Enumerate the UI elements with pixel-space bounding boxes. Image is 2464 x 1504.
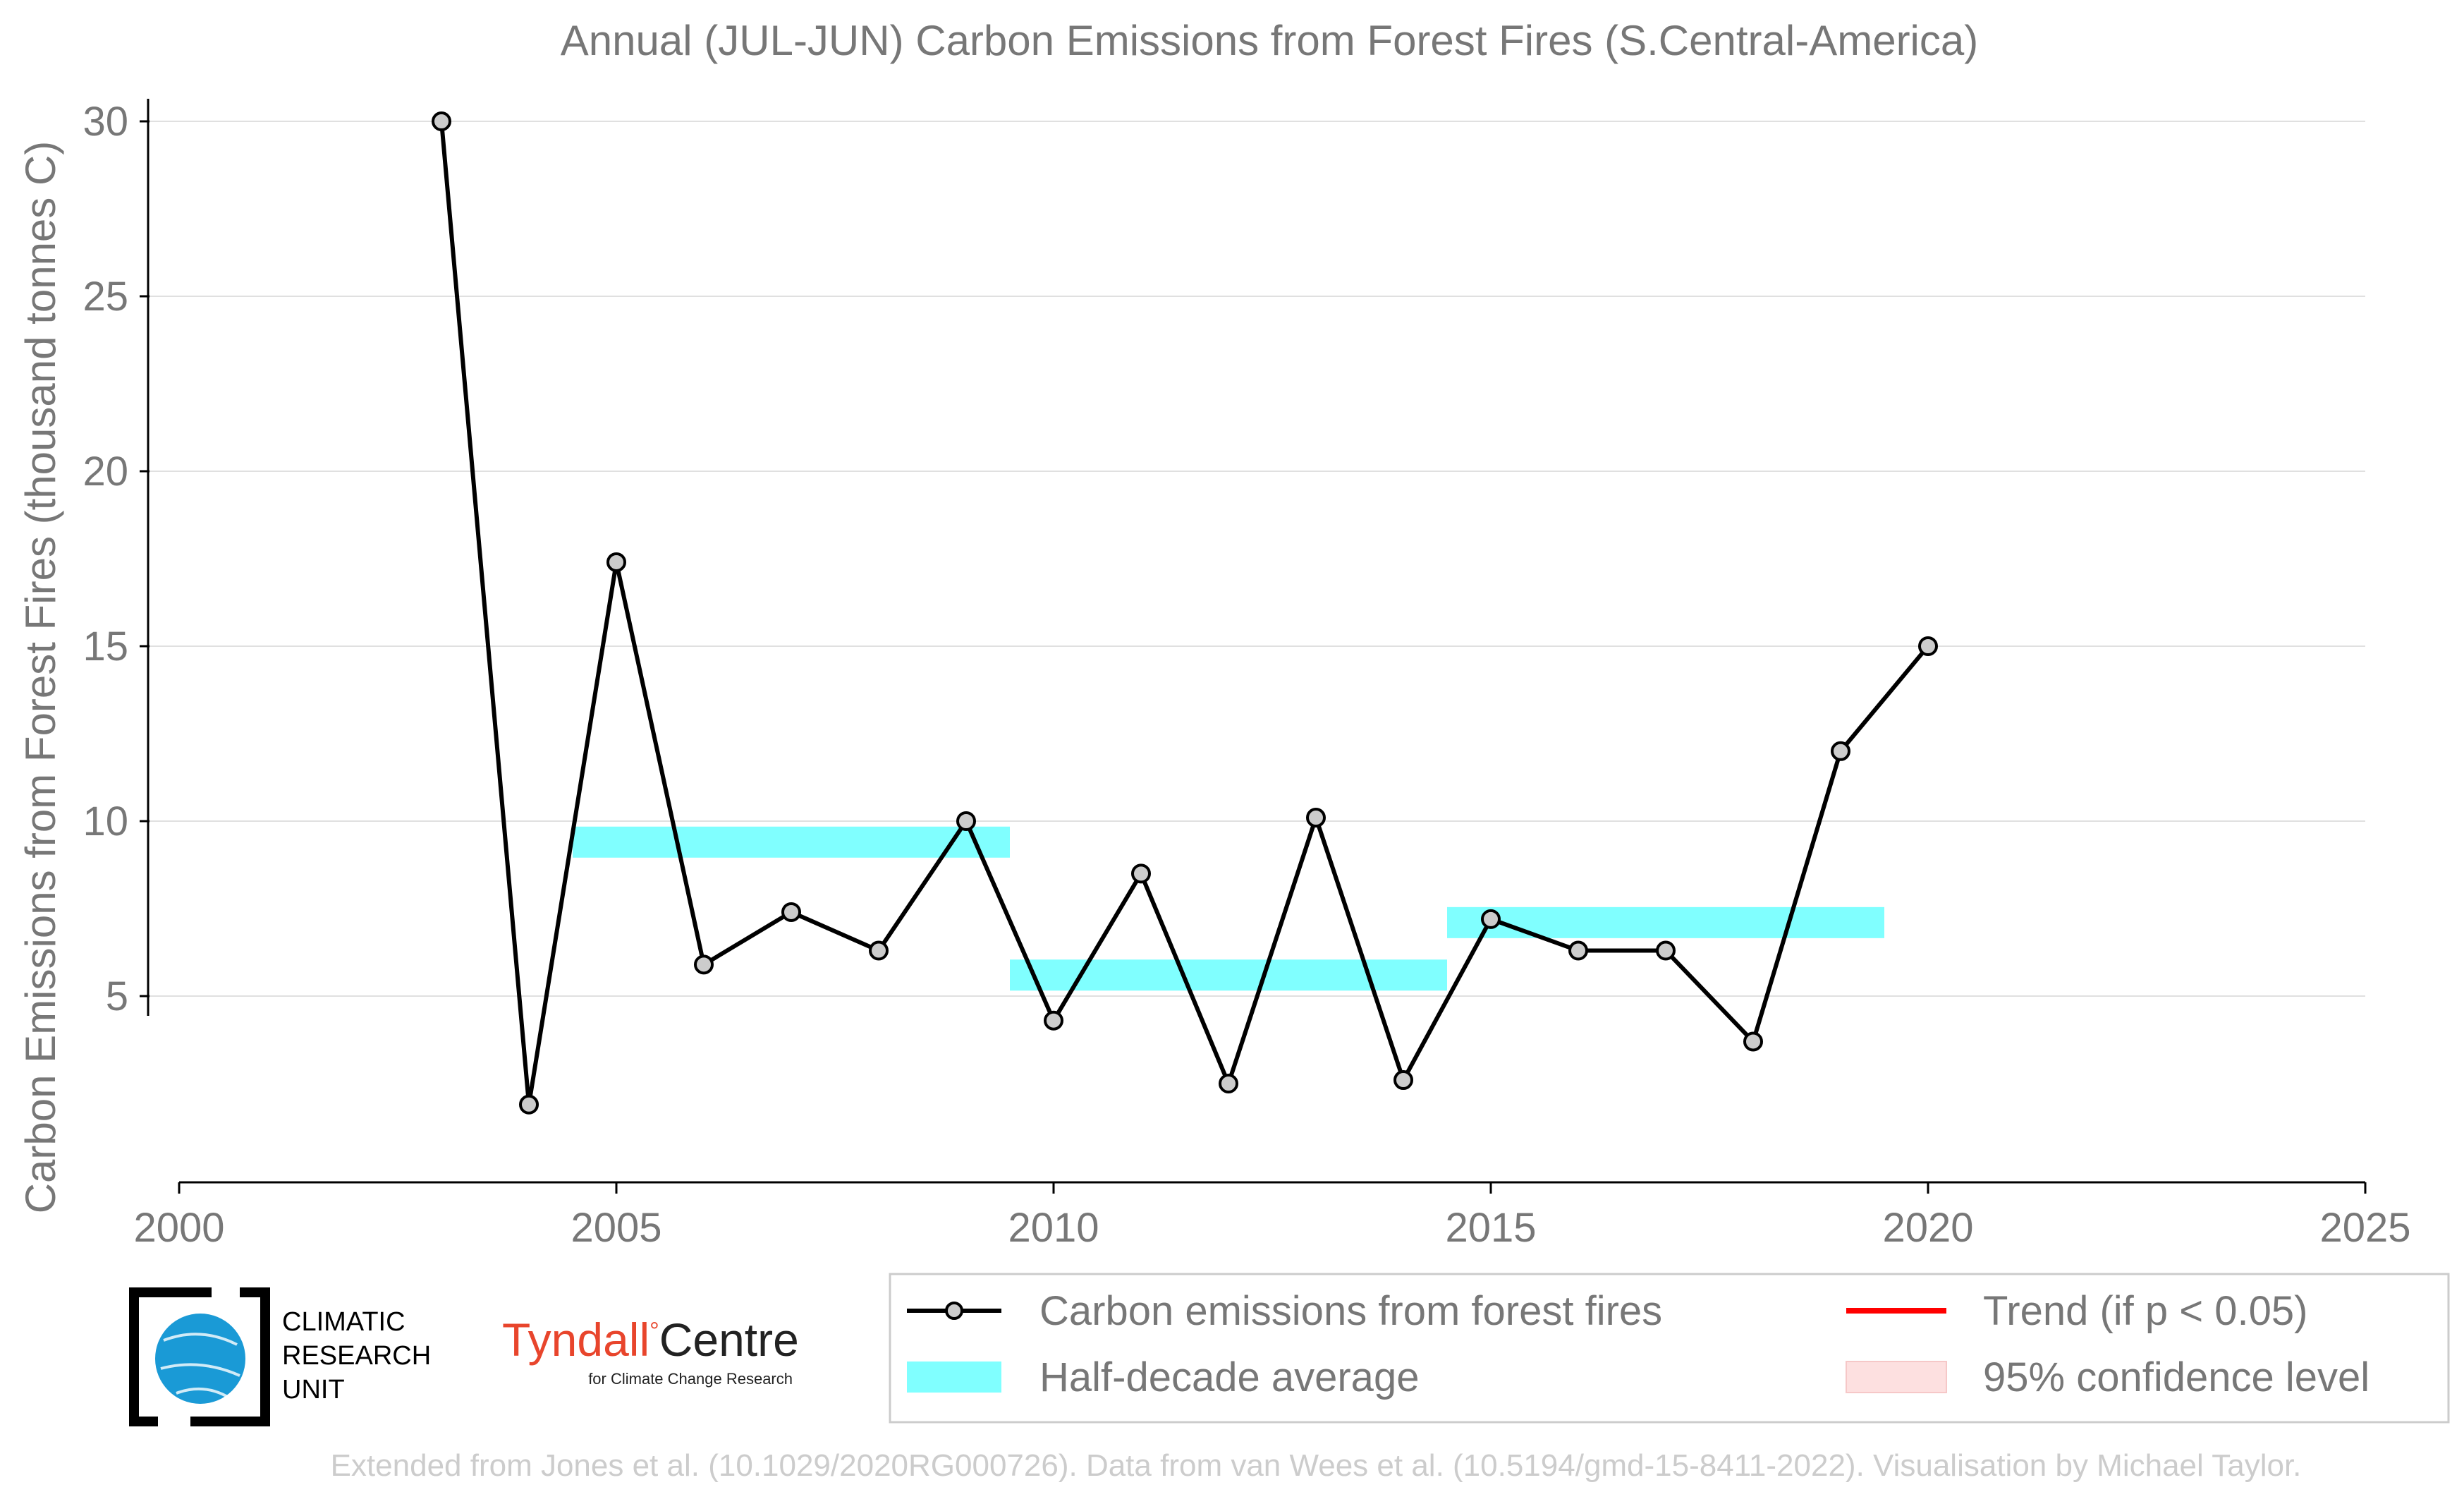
data-point — [1656, 940, 1676, 961]
series-layer — [432, 111, 1938, 1115]
legend-swatch-confidence — [1846, 1361, 1947, 1393]
y-tick-label: 5 — [106, 974, 128, 1019]
tyndall-subtitle: for Climate Change Research — [588, 1370, 793, 1388]
half-decade-bands — [573, 826, 1884, 991]
series-line — [439, 121, 1930, 1107]
cru-bracket-right — [190, 1287, 270, 1426]
x-tick-label: 2000 — [133, 1205, 224, 1251]
cru-bracket-left — [129, 1287, 212, 1426]
tyndall-degree: ° — [649, 1318, 659, 1345]
data-point — [956, 811, 976, 831]
cru-line-3: UNIT — [282, 1375, 345, 1405]
footer-credit: Extended from Jones et al. (10.1029/2020… — [331, 1448, 2302, 1483]
data-point — [1044, 1010, 1063, 1031]
x-tick-label: 2010 — [1008, 1205, 1099, 1251]
data-point — [1393, 1070, 1413, 1091]
cru-logo: CLIMATIC RESEARCH UNIT — [129, 1287, 431, 1426]
legend: Carbon emissions from forest fires Trend… — [889, 1273, 2450, 1424]
data-point — [869, 940, 889, 961]
y-tick-label: 20 — [83, 449, 128, 495]
data-point — [1568, 940, 1588, 961]
legend-label-trend: Trend (if p < 0.05) — [1983, 1288, 2307, 1334]
data-point — [432, 111, 451, 131]
chart-title: Annual (JUL-JUN) Carbon Emissions from F… — [561, 17, 1978, 64]
x-tick-label: 2015 — [1445, 1205, 1536, 1251]
data-point — [606, 552, 626, 572]
axes — [140, 99, 2367, 1194]
legend-swatch-marker — [945, 1302, 963, 1320]
data-point — [1831, 741, 1850, 761]
data-point — [781, 902, 801, 922]
y-tick-label: 25 — [83, 274, 128, 320]
data-point — [1481, 909, 1501, 929]
x-tick-label: 2025 — [2319, 1205, 2410, 1251]
data-point — [519, 1094, 539, 1115]
y-axis-label: Carbon Emissions from Forest Fires (thou… — [17, 141, 64, 1214]
legend-label-series: Carbon emissions from forest fires — [1039, 1288, 1662, 1334]
tyndall-centre: Centre — [659, 1314, 799, 1366]
tyndall-name: Tyndall — [502, 1314, 649, 1366]
legend-swatch-half-decade — [907, 1362, 1001, 1393]
data-point — [1743, 1031, 1763, 1052]
data-point — [1306, 808, 1326, 828]
x-tick-label: 2020 — [1882, 1205, 1973, 1251]
y-tick-label: 10 — [83, 799, 128, 844]
half-decade-bar — [573, 826, 1010, 858]
legend-label-confidence: 95% confidence level — [1983, 1354, 2370, 1400]
y-tick-label: 15 — [83, 624, 128, 669]
legend-label-half-decade: Half-decade average — [1039, 1354, 1419, 1400]
tyndall-logo: Tyndall°Centre for Climate Change Resear… — [502, 1314, 799, 1388]
data-point — [694, 954, 714, 975]
y-tick-label: 30 — [83, 99, 128, 145]
globe-swirl — [160, 1333, 240, 1400]
legend-box — [889, 1273, 2450, 1424]
cru-line-1: CLIMATIC — [282, 1307, 405, 1337]
data-point — [1918, 636, 1938, 656]
tyndall-wordmark: Tyndall°Centre — [502, 1314, 799, 1366]
data-point — [1131, 863, 1151, 884]
half-decade-bar — [1447, 906, 1884, 938]
gridlines — [148, 121, 2365, 997]
cru-line-2: RESEARCH — [282, 1341, 431, 1371]
data-point — [1219, 1074, 1238, 1093]
x-tick-label: 2005 — [571, 1205, 661, 1251]
